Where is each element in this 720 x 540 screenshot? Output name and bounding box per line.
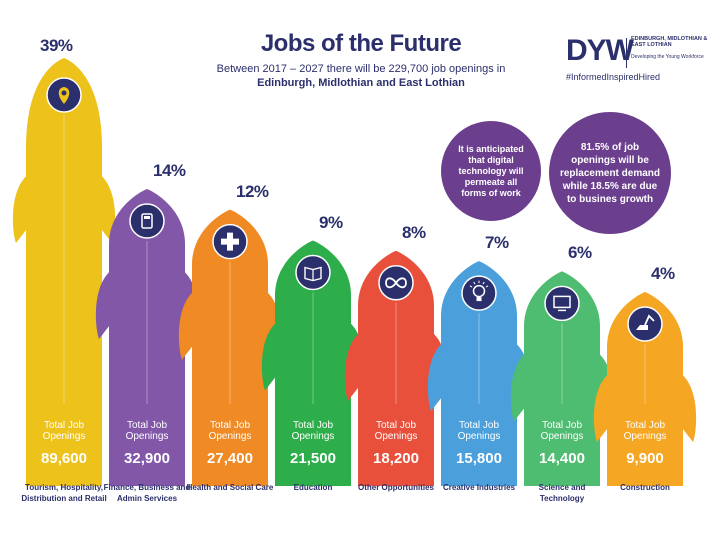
book-icon: [304, 266, 322, 282]
total-openings-label: Total Job Openings: [374, 420, 418, 442]
sector-label: Construction: [620, 483, 670, 492]
subtitle-text: Between 2017 – 2027 there will be 229,70…: [216, 63, 506, 75]
rocket-window: [544, 285, 580, 322]
rocket-fin-left: [95, 269, 113, 339]
infinity-icon: [385, 277, 407, 289]
percent-label: 6%: [568, 243, 592, 263]
sector-label: Education: [293, 483, 333, 492]
rocket-body: [524, 271, 600, 486]
rocket-body: [275, 240, 351, 486]
total-openings-label: Total Job Openings: [208, 420, 252, 442]
rocket-fin-left: [178, 289, 196, 360]
total-openings-label: Total Job Openings: [42, 420, 86, 442]
total-openings-value: 89,600: [41, 450, 87, 467]
rocket-fin-left: [510, 351, 528, 422]
total-openings-label: Total Job Openings: [291, 420, 335, 442]
rocket-bar: [593, 292, 697, 486]
total-openings-value: 21,500: [290, 450, 336, 467]
rocket-fin-left: [12, 173, 30, 243]
percent-label: 9%: [319, 212, 343, 232]
percent-label: 39%: [40, 36, 73, 55]
total-openings-label: Total Job Openings: [540, 420, 584, 442]
sector-label: Tourism, Hospitality, Distribution and R…: [21, 483, 107, 503]
sector-label: Creative Industries: [442, 483, 516, 492]
total-openings-value: 9,900: [626, 450, 664, 467]
callout-replacement-text: 81.5% of job openings will be replacemen…: [559, 141, 661, 205]
total-openings-value: 18,200: [373, 450, 419, 467]
rocket-fin-left: [593, 372, 611, 442]
total-openings-label: Total Job Openings: [623, 420, 667, 442]
total-openings-value: 27,400: [207, 450, 253, 467]
percent-label: 4%: [651, 264, 675, 283]
logo-mark: DYW: [566, 34, 634, 67]
page-subtitle: Between 2017 – 2027 there will be 229,70…: [216, 62, 506, 90]
rocket-body: [358, 250, 434, 486]
rocket-fin-left: [427, 341, 445, 412]
rocket-window: [129, 203, 165, 239]
rocket-window: [461, 275, 497, 311]
rocket-body: [109, 189, 185, 486]
rocket-body: [192, 209, 268, 486]
medical-cross-icon: [221, 232, 239, 251]
total-openings-value: 15,800: [456, 450, 502, 467]
rocket-fin-right: [98, 173, 116, 243]
percent-label: 8%: [402, 222, 426, 242]
percent-label: 14%: [153, 161, 186, 180]
callout-replacement: 81.5% of job openings will be replacemen…: [549, 112, 671, 234]
sector-label: Science and Technology: [538, 483, 586, 503]
logo-org: EDINBURGH, MIDLOTHIAN & EAST LOTHIAN: [631, 36, 708, 48]
sector-label: Health and Social Care: [186, 483, 274, 492]
sector-label: Other Opportunities: [358, 483, 434, 492]
rocket-bar: [12, 58, 116, 486]
page-title: Jobs of the Future: [260, 30, 462, 57]
logo-tagline: Developing the Young Workforce: [631, 54, 704, 60]
logo-hashtag: #InformedInspiredHired: [566, 72, 661, 82]
excavator-icon: [636, 314, 655, 330]
percent-label: 12%: [236, 181, 269, 201]
calculator-icon: [141, 213, 153, 229]
computer-icon: [553, 295, 571, 312]
map-pin-icon: [58, 87, 70, 104]
total-openings-value: 32,900: [124, 450, 170, 467]
rocket-fin-left: [261, 320, 279, 391]
rocket-fin-left: [344, 330, 362, 401]
rocket-body: [607, 292, 683, 486]
lightbulb-icon: [469, 280, 489, 302]
total-openings-label: Total Job Openings: [125, 420, 169, 442]
total-openings-label: Total Job Openings: [457, 420, 501, 442]
dyw-logo: DYW EDINBURGH, MIDLOTHIAN & EAST LOTHIAN…: [566, 34, 707, 82]
callout-digital-text: It is anticipated that digital technolog…: [458, 143, 524, 198]
sector-label: Finance, Business and Admin Services: [103, 483, 191, 503]
callout-digital: It is anticipated that digital technolog…: [441, 121, 541, 221]
logo-divider: [626, 38, 627, 68]
total-openings-value: 14,400: [539, 450, 585, 467]
subtitle-regions: Edinburgh, Midlothian and East Lothian: [257, 77, 465, 89]
rocket-body: [441, 261, 517, 486]
rocket-body: [26, 58, 102, 486]
rocket-fin-right: [679, 372, 697, 442]
percent-label: 7%: [485, 233, 509, 253]
